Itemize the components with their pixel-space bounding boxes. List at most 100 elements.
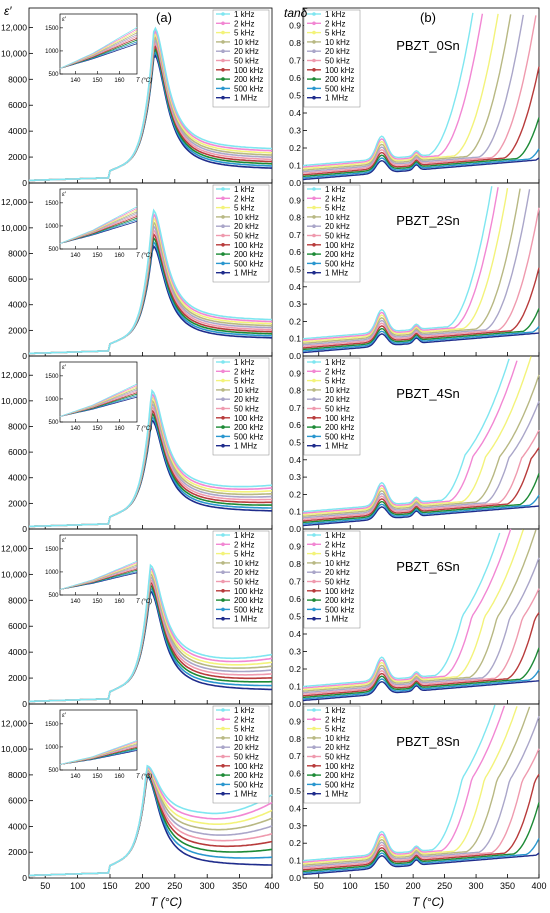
legend-entry: 20 kHz (234, 743, 259, 752)
legend-marker (312, 252, 316, 256)
legend-marker (312, 782, 316, 787)
legend-entry: 200 kHz (234, 75, 263, 84)
legend-entry: 2 kHz (325, 715, 345, 724)
permittivity-y-tick-label: 6000 (8, 447, 27, 457)
inset-y-axis-label: ε′ (62, 538, 67, 544)
legend-entry: 50 kHz (234, 57, 259, 66)
legend-entry: 100 kHz (234, 241, 263, 250)
legend-entry: 500 kHz (234, 259, 263, 268)
legend-marker (312, 416, 316, 420)
permittivity-y-tick-label: 4000 (8, 473, 27, 483)
loss-tangent-y-tick-label: 0.4 (289, 803, 301, 813)
loss-tangent-series-line (302, 374, 540, 517)
legend-entry: 200 kHz (325, 596, 354, 605)
legend-entry: 50 kHz (325, 578, 350, 587)
loss-tangent-y-tick-label: 0.0 (289, 873, 301, 883)
legend-entry: 500 kHz (234, 780, 263, 789)
legend-marker (221, 369, 225, 374)
permittivity-y-tick-label: 8000 (8, 421, 27, 431)
loss-tangent-legend-box (303, 357, 361, 456)
permittivity-series-line (29, 26, 272, 182)
permittivity-y-tick-label: 8000 (8, 595, 27, 605)
inset-series-line (59, 740, 138, 765)
loss-tangent-series-line (302, 189, 531, 346)
legend-entry: 10 kHz (234, 386, 259, 395)
legend-marker (221, 542, 225, 547)
loss-tangent-x-tick-label: 100 (343, 881, 358, 891)
permittivity-x-tick-label: 200 (135, 881, 150, 891)
permittivity-legend-box (212, 705, 270, 804)
loss-tangent-series-line (302, 326, 540, 352)
legend-entry: 1 kHz (325, 706, 345, 715)
legend-entry: 100 kHz (234, 762, 263, 771)
loss-tangent-y-tick-label: 0.0 (289, 178, 301, 188)
loss-tangent-series-line (302, 267, 540, 349)
permittivity-y-tick-label: 12,000 (1, 197, 27, 207)
legend-marker (221, 607, 225, 612)
legend-entry: 5 kHz (325, 29, 345, 38)
legend-entry: 1 MHz (325, 790, 348, 799)
inset-y-tick-label: 500 (48, 420, 59, 426)
permittivity-plot-frame (28, 703, 273, 879)
inset-frame (59, 709, 138, 771)
permittivity-y-tick-label: 12,000 (1, 370, 27, 380)
loss-tangent-series-line (302, 117, 540, 178)
loss-tangent-x-tick-label: 150 (374, 881, 389, 891)
inset-y-axis-label: ε′ (62, 17, 67, 23)
legend-marker (312, 49, 316, 53)
legend-entry: 5 kHz (234, 204, 254, 213)
permittivity-y-tick-label: 8000 (8, 770, 27, 780)
inset-x-tick-label: 160 (114, 426, 125, 432)
legend-marker (312, 708, 316, 712)
legend-marker (312, 570, 316, 574)
panel-label-right: (b) (420, 10, 436, 25)
inset-x-tick-label: 140 (70, 774, 81, 780)
permittivity-y-tick-label: 8000 (8, 248, 27, 258)
permittivity-y-tick-label: 0 (22, 873, 27, 883)
loss-tangent-series-line (302, 838, 540, 874)
legend-entry: 1 kHz (234, 706, 254, 715)
loss-tangent-series-line (302, 188, 521, 344)
legend-marker (312, 369, 316, 374)
legend-entry: 20 kHz (325, 568, 350, 577)
sample-label: PBZT_2Sn (396, 213, 460, 228)
permittivity-series-line (29, 388, 273, 528)
permittivity-y-tick-label: 4000 (8, 647, 27, 657)
inset-y-tick-label: 500 (48, 72, 59, 78)
loss-tangent-y-tick-label: 0.2 (289, 664, 301, 674)
legend-marker (221, 443, 225, 448)
legend-entry: 500 kHz (234, 432, 263, 441)
legend-marker (312, 607, 316, 612)
legend-marker (312, 21, 316, 26)
legend-marker (221, 782, 225, 787)
loss-tangent-series-line (302, 588, 540, 695)
legend-entry: 200 kHz (234, 596, 263, 605)
loss-tangent-y-tick-label: 0.8 (289, 734, 301, 744)
inset-x-tick-label: 150 (92, 599, 103, 605)
legend-entry: 1 MHz (234, 269, 257, 278)
loss-tangent-y-tick-label: 0.3 (289, 299, 301, 309)
legend-entry: 100 kHz (234, 414, 263, 423)
legend-marker (221, 416, 225, 420)
permittivity-y-tick-label: 6000 (8, 274, 27, 284)
legend-marker (312, 425, 316, 429)
legend-entry: 2 kHz (325, 367, 345, 376)
legend-marker (221, 196, 225, 201)
legend-entry: 5 kHz (234, 725, 254, 734)
legend-entry: 2 kHz (325, 194, 345, 203)
legend-entry: 2 kHz (325, 540, 345, 549)
legend-entry: 2 kHz (325, 19, 345, 28)
loss-tangent-y-tick-label: 0.7 (289, 56, 301, 66)
loss-tangent-y-tick-label: 0.5 (289, 438, 301, 448)
legend-marker (312, 215, 316, 219)
inset-x-tick-label: 150 (92, 774, 103, 780)
legend-marker (312, 243, 316, 247)
loss-tangent-x-tick-label: 300 (469, 881, 484, 891)
inset-y-tick-label: 500 (48, 768, 59, 774)
legend-entry: 500 kHz (325, 259, 354, 268)
